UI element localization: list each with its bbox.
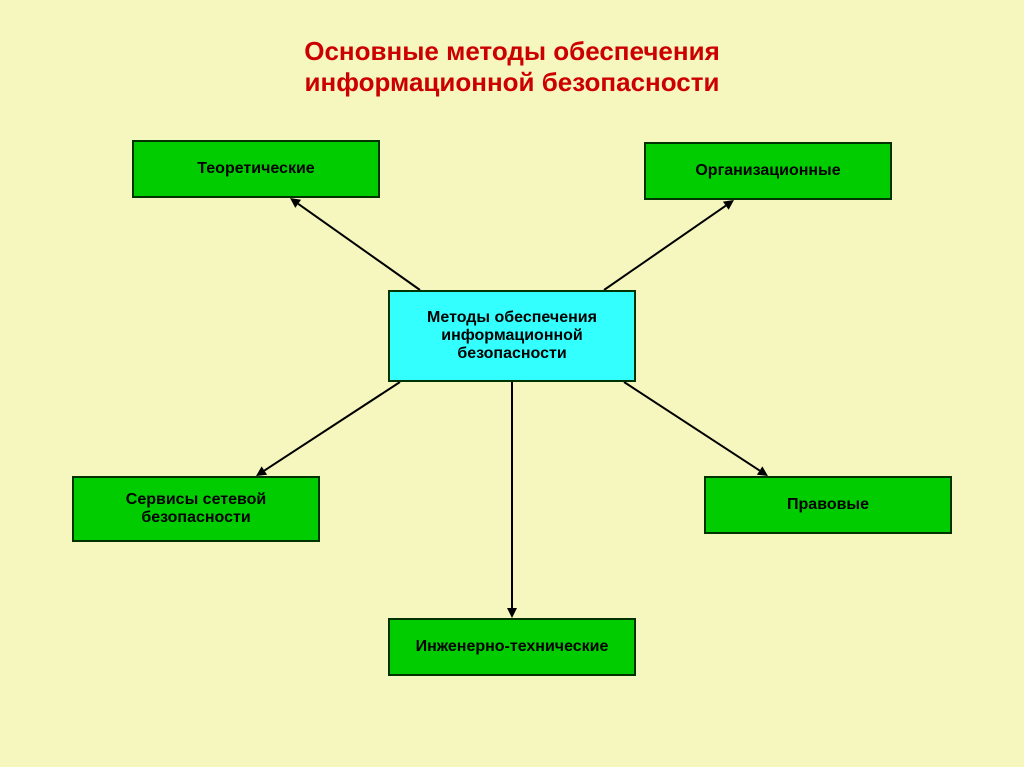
node-center: Методы обеспечения информационной безопа… [388,290,636,382]
node-legal: Правовые [704,476,952,534]
node-theoretical: Теоретические [132,140,380,198]
node-network: Сервисы сетевой безопасности [72,476,320,542]
node-label-engineering: Инженерно-технические [416,638,609,656]
diagram-title: Основные методы обеспечения информационн… [162,36,862,98]
node-label-network: Сервисы сетевой безопасности [126,491,266,527]
node-organizational: Организационные [644,142,892,200]
node-label-center: Методы обеспечения информационной безопа… [427,309,597,363]
node-engineering: Инженерно-технические [388,618,636,676]
node-label-organizational: Организационные [695,162,840,180]
diagram-canvas: Основные методы обеспечения информационн… [0,0,1024,767]
node-label-legal: Правовые [787,496,869,514]
node-label-theoretical: Теоретические [197,160,314,178]
